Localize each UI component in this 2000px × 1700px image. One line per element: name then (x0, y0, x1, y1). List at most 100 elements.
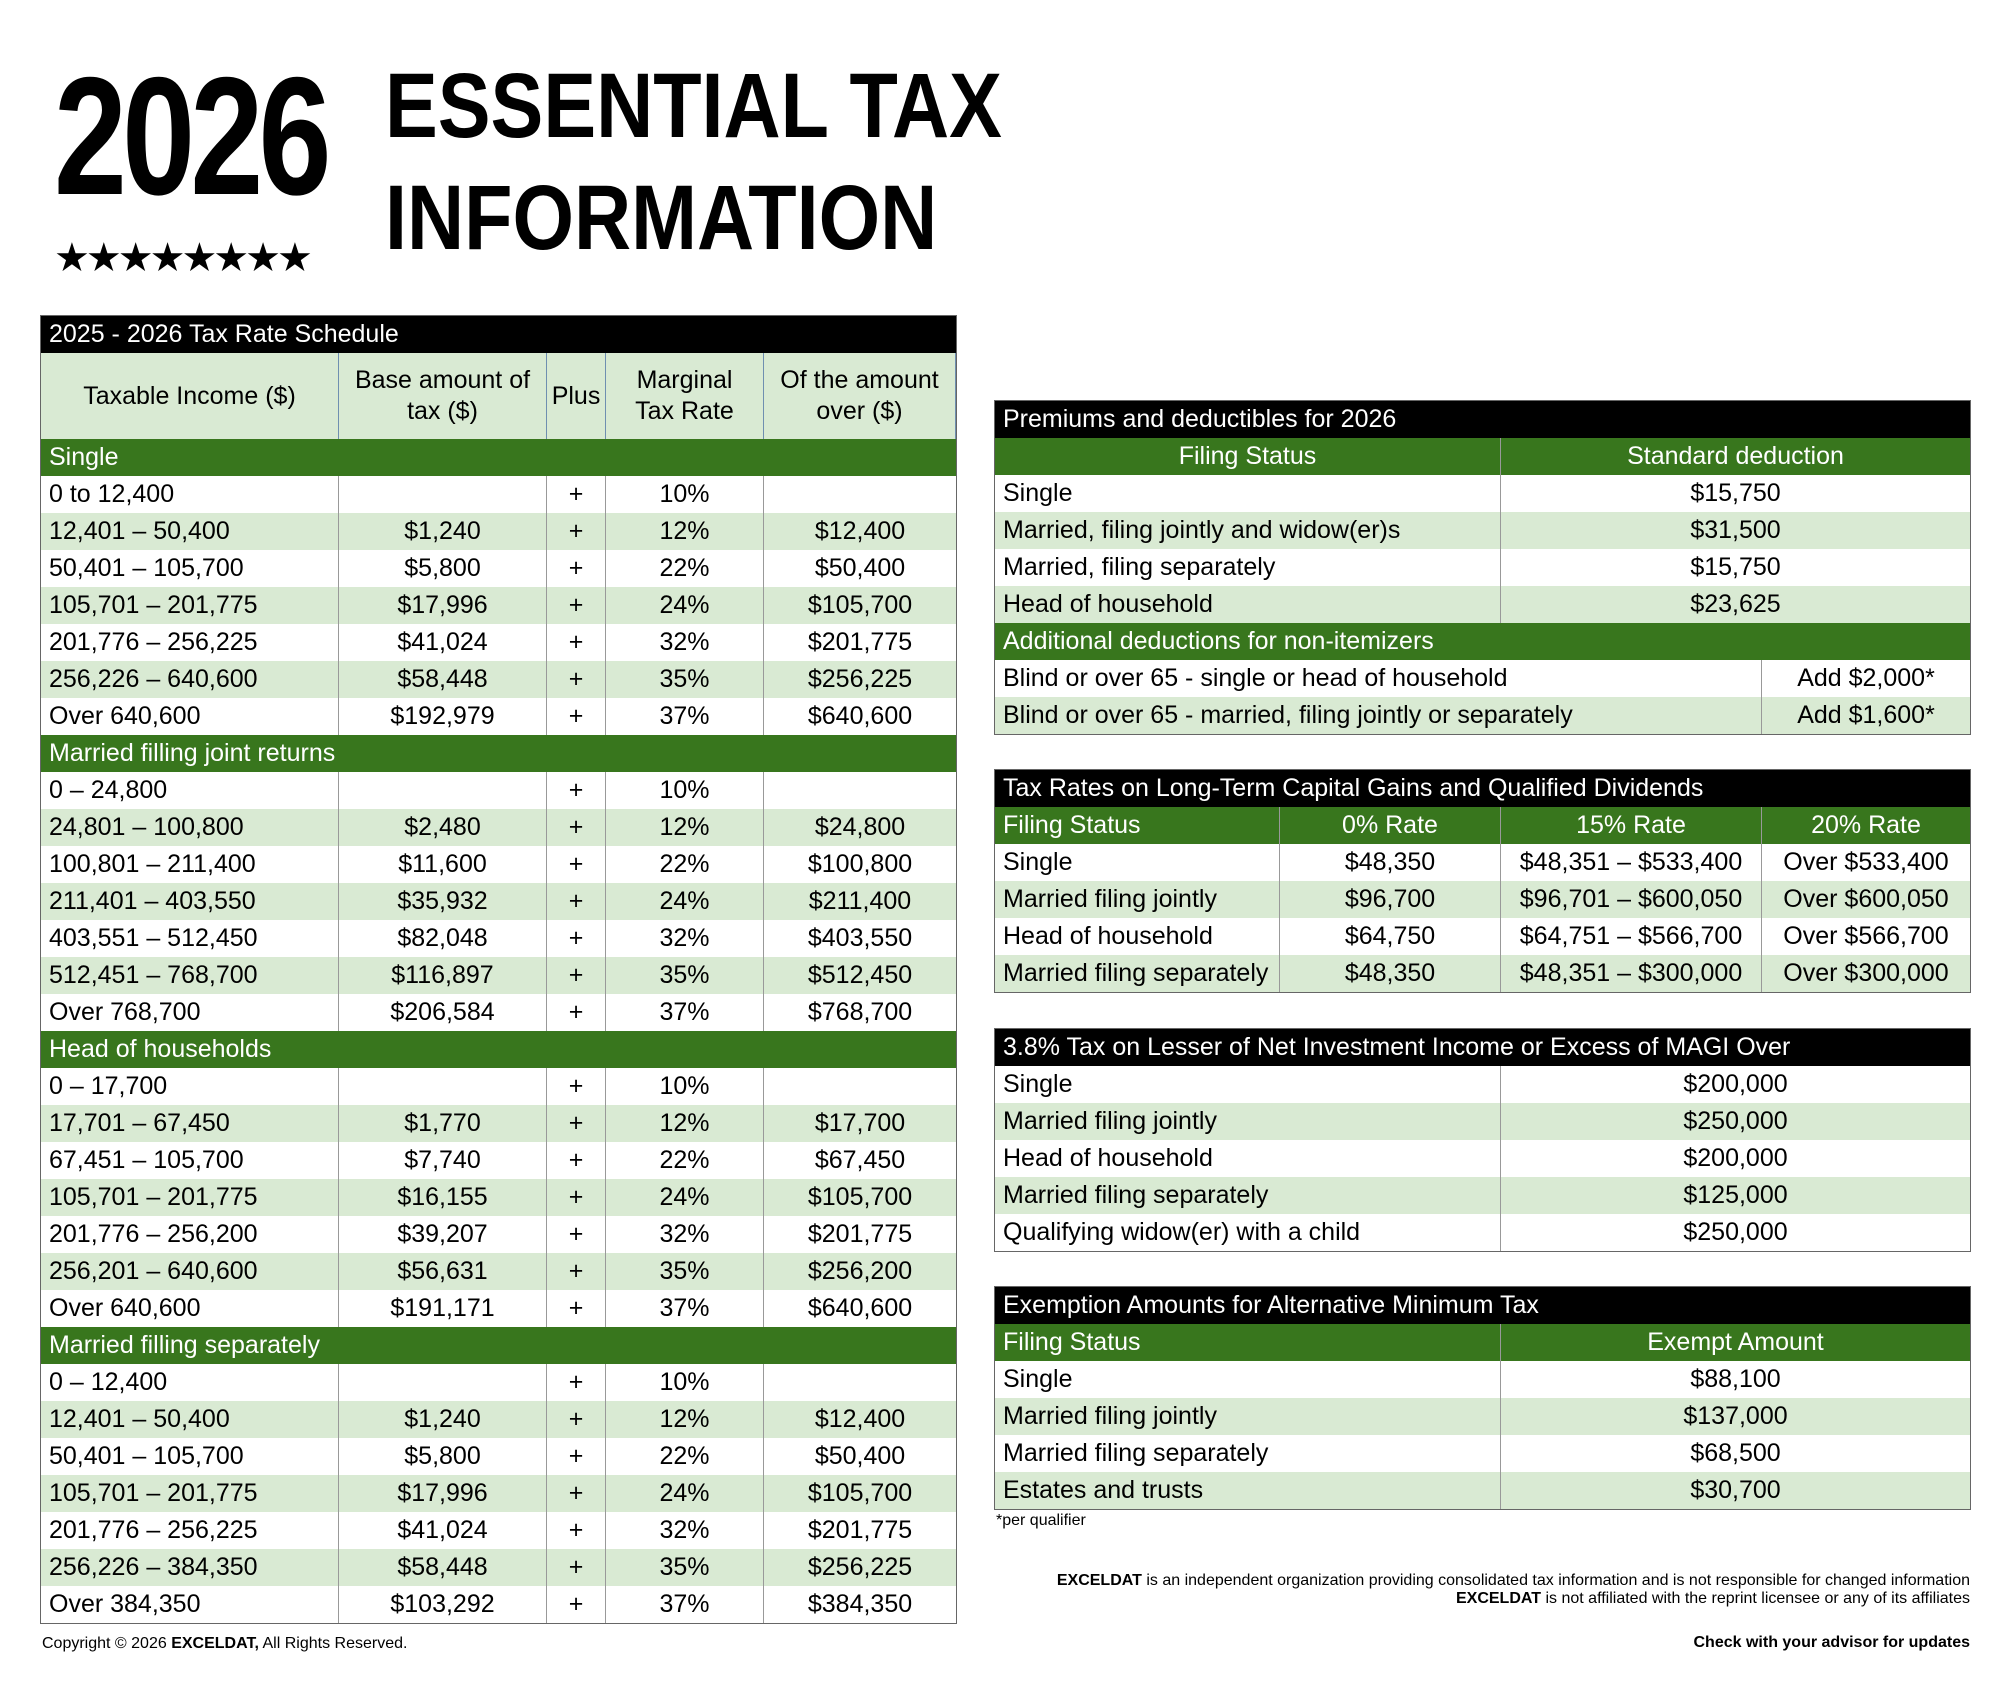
table-cell: $39,207 (339, 1216, 547, 1253)
table-cell: 256,226 – 384,350 (41, 1549, 339, 1586)
table-cell: 512,451 – 768,700 (41, 957, 339, 994)
table-cell: + (547, 1290, 606, 1327)
column-header: Exempt Amount (1647, 1328, 1824, 1356)
table-cell: $67,450 (814, 1146, 906, 1174)
table-cell: Over 640,600 (41, 698, 339, 735)
table-cell: $48,350 (1280, 844, 1501, 881)
table-cell: + (547, 1105, 606, 1142)
tax-rate-schedule-table: 2025 - 2026 Tax Rate Schedule Taxable Inc… (40, 315, 957, 1624)
table-row: 0 – 24,800 +10% (41, 772, 956, 809)
table-cell: $7,740 (339, 1142, 547, 1179)
table-cell: $30,700 (1690, 1476, 1781, 1504)
table-cell: $12,400 (814, 1405, 906, 1433)
table-row: Estates and trusts $30,700 (995, 1472, 1970, 1509)
table-cell: $1,240 (339, 1401, 547, 1438)
brand-name: EXCELDAT (1056, 1572, 1142, 1589)
table-cell: Over $566,700 (1783, 922, 1949, 950)
table-row: 256,226 – 384,350 $58,448 +35% $256,225 (41, 1549, 956, 1586)
table-cell: + (547, 1438, 606, 1475)
table-cell: 201,776 – 256,200 (41, 1216, 339, 1253)
table-row: 105,701 – 201,775 $16,155 +24% $105,700 (41, 1179, 956, 1216)
table-row: Over 768,700 $206,584 +37% $768,700 (41, 994, 956, 1031)
table-cell (764, 476, 956, 513)
table-cell: 12,401 – 50,400 (41, 1401, 339, 1438)
table-cell: $23,625 (1690, 590, 1781, 618)
table-cell: Over 640,600 (41, 1290, 339, 1327)
table-cell: 12% (606, 809, 764, 846)
table-cell: $2,480 (339, 809, 547, 846)
column-header: Filing Status (995, 1324, 1501, 1361)
table-cell: 35% (606, 661, 764, 698)
table-cell (339, 1068, 547, 1105)
table-cell: Qualifying widow(er) with a child (995, 1214, 1501, 1251)
table-cell: 32% (606, 1216, 764, 1253)
table-row: 512,451 – 768,700 $116,897 +35% $512,450 (41, 957, 956, 994)
table-cell: $250,000 (1683, 1218, 1788, 1246)
table-cell: $103,292 (339, 1586, 547, 1623)
table-row: Married, filing separately $15,750 (995, 549, 1970, 586)
table-cell: $58,448 (339, 1549, 547, 1586)
table-cell: $24,800 (814, 813, 906, 841)
table-row: Head of household $64,750 $64,751 – $566,7… (995, 918, 1970, 955)
table-row: Head of household $23,625 (995, 586, 1970, 623)
table-cell: $48,350 (1280, 955, 1501, 992)
table-cell: + (547, 957, 606, 994)
table-cell: Head of household (995, 586, 1501, 623)
column-header: 20% Rate (1811, 811, 1921, 839)
disclaimer-line-2: is not affiliated with the reprint licen… (1541, 1590, 1970, 1607)
table-cell: Married, filing jointly and widow(er)s (995, 512, 1501, 549)
column-header-row: Filing Status Exempt Amount (995, 1324, 1970, 1361)
table-row: Married filing separately $68,500 (995, 1435, 1970, 1472)
title-line-2: INFORMATION (385, 167, 938, 269)
table-cell: + (547, 994, 606, 1031)
table-cell: $640,600 (807, 702, 913, 730)
table-cell: $192,979 (339, 698, 547, 735)
year-heading: 2026 (54, 42, 331, 230)
table-cell: 24% (606, 1179, 764, 1216)
table-cell: 10% (606, 772, 764, 809)
table-cell: $41,024 (339, 624, 547, 661)
table-cell: $201,775 (807, 1516, 913, 1544)
table-row: Over 384,350 $103,292 +37% $384,350 (41, 1586, 956, 1623)
table-row: 50,401 – 105,700 $5,800 +22% $50,400 (41, 1438, 956, 1475)
table-cell: + (547, 1586, 606, 1623)
table-cell: $201,775 (807, 628, 913, 656)
group-label: Single (49, 443, 119, 471)
table-cell: $100,800 (807, 850, 913, 878)
column-header: Of the amount over ($) (764, 353, 956, 439)
table-cell: 0 – 24,800 (41, 772, 339, 809)
table-title: Exemption Amounts for Alternative Minimu… (1003, 1291, 1539, 1319)
table-cell: $64,751 – $566,700 (1501, 918, 1762, 955)
table-row: 0 to 12,400 +10% (41, 476, 956, 513)
table-cell: $11,600 (339, 846, 547, 883)
table-cell: + (547, 846, 606, 883)
table-cell: Married filing jointly (995, 1103, 1501, 1140)
table-title-bar: 2025 - 2026 Tax Rate Schedule (41, 316, 956, 353)
table-cell: + (547, 809, 606, 846)
table-cell: Single (995, 1066, 1501, 1103)
table-cell: 22% (606, 1438, 764, 1475)
table-cell: 12% (606, 1401, 764, 1438)
table-row: Blind or over 65 - single or head of hou… (995, 660, 1970, 697)
table-cell: $1,770 (339, 1105, 547, 1142)
table-cell: Head of household (995, 1140, 1501, 1177)
table-cell: + (547, 1179, 606, 1216)
table-cell: + (547, 1068, 606, 1105)
disclaimer: EXCELDAT is an independent organization … (1057, 1572, 1970, 1608)
table-cell: $82,048 (339, 920, 547, 957)
table-cell: $250,000 (1683, 1107, 1788, 1135)
table-cell: $96,701 – $600,050 (1501, 881, 1762, 918)
table-row: 201,776 – 256,200 $39,207 +32% $201,775 (41, 1216, 956, 1253)
table-cell: + (547, 587, 606, 624)
table-cell: + (547, 1401, 606, 1438)
table-cell: $35,932 (339, 883, 547, 920)
table-cell: $17,700 (814, 1109, 906, 1137)
table-cell: Add $2,000* (1797, 664, 1935, 692)
column-header: Plus (547, 353, 606, 439)
table-cell: 37% (606, 698, 764, 735)
table-row: Blind or over 65 - married, filing joint… (995, 697, 1970, 734)
table-cell: 32% (606, 1512, 764, 1549)
table-cell: 24% (606, 587, 764, 624)
table-cell: + (547, 661, 606, 698)
table-title: Tax Rates on Long-Term Capital Gains and… (1003, 774, 1704, 802)
